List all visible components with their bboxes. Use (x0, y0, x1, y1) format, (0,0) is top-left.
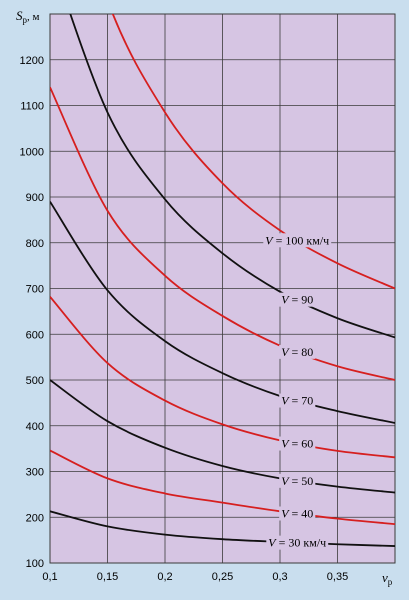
series-line-3 (50, 296, 395, 459)
x-tick-label: 0,1 (42, 571, 57, 583)
series-label-symbol: V (281, 506, 290, 520)
series-label-symbol: V (281, 474, 290, 488)
x-axis-title: νр (382, 570, 393, 587)
series-label-value: = 80 (289, 345, 314, 359)
y-tick-label: 900 (26, 192, 44, 204)
y-axis-unit: , м (27, 11, 40, 23)
x-tick-label: 0,35 (327, 571, 348, 583)
series-label-symbol: V (281, 437, 290, 451)
series-label-backdrop-3 (279, 436, 316, 451)
series-label-symbol: V (281, 345, 290, 359)
series-label-2: V = 50 (281, 474, 313, 488)
series-label-backdrop-1 (279, 506, 316, 521)
series-label-backdrop-4 (279, 393, 316, 408)
series-label-backdrop-2 (279, 473, 316, 488)
series-line-6 (69, 14, 395, 339)
series-label-symbol: V (281, 394, 290, 408)
y-tick-label: 100 (26, 558, 44, 570)
y-axis-subscript: р (23, 15, 28, 25)
series-label-1: V = 40 (281, 506, 313, 520)
series-label-symbol: V (265, 233, 274, 247)
series-label-value: = 50 (289, 474, 314, 488)
y-tick-label: 600 (26, 329, 44, 341)
y-tick-label: 1100 (20, 101, 44, 113)
y-tick-label: 1000 (20, 146, 44, 158)
series-label-value: = 70 (289, 394, 314, 408)
series-label-symbol: V (268, 536, 277, 550)
y-tick-label: 800 (26, 238, 44, 250)
grid (49, 13, 396, 564)
y-axis-symbol: S (16, 8, 23, 23)
series-label-backdrop-7 (263, 233, 332, 248)
series-line-1 (50, 449, 395, 526)
series-label-backdrop-6 (279, 292, 316, 307)
x-tick-label: 0,3 (272, 571, 287, 583)
series-label-backdrop-0 (266, 535, 329, 550)
series-labels: V = 30 км/чV = 40V = 50V = 60V = 70V = 8… (263, 233, 332, 550)
y-tick-label: 200 (26, 512, 44, 524)
series-label-value: = 90 (289, 293, 314, 307)
y-axis-title: Sр, м (16, 8, 40, 25)
series-label-3: V = 60 (281, 437, 313, 451)
x-tick-label: 0,25 (212, 571, 233, 583)
series-line-2 (50, 379, 395, 494)
y-tick-labels: 100 200 300 400 500 600 700 800 900 1000 1100 1200 (20, 55, 44, 570)
series-label-value: = 40 (289, 506, 314, 520)
series-label-value: = 60 (289, 437, 314, 451)
series-label-symbol: V (281, 293, 290, 307)
x-tick-label: 0,2 (157, 571, 172, 583)
x-tick-labels: 0,1 0,15 0,2 0,25 0,3 0,35 (42, 571, 348, 583)
series-line-5 (50, 86, 395, 381)
curves (50, 14, 395, 547)
x-axis-symbol: ν (382, 570, 388, 585)
x-tick-label: 0,15 (97, 571, 118, 583)
series-label-value: = 100 км/ч (273, 233, 330, 247)
series-line-4 (50, 201, 395, 424)
y-tick-label: 300 (26, 467, 44, 479)
y-tick-label: 700 (26, 284, 44, 296)
series-line-7 (111, 14, 395, 290)
y-tick-label: 400 (26, 421, 44, 433)
series-label-backdrop-5 (279, 344, 316, 359)
series-line-0 (50, 510, 395, 547)
series-label-6: V = 90 (281, 293, 313, 307)
series-label-5: V = 80 (281, 345, 313, 359)
y-tick-label: 1200 (20, 55, 44, 67)
x-axis-subscript: р (388, 577, 393, 587)
series-label-7: V = 100 км/ч (265, 233, 329, 247)
y-tick-label: 500 (26, 375, 44, 387)
series-label-value: = 30 км/ч (276, 536, 327, 550)
series-label-0: V = 30 км/ч (268, 536, 326, 550)
series-label-4: V = 70 (281, 394, 313, 408)
